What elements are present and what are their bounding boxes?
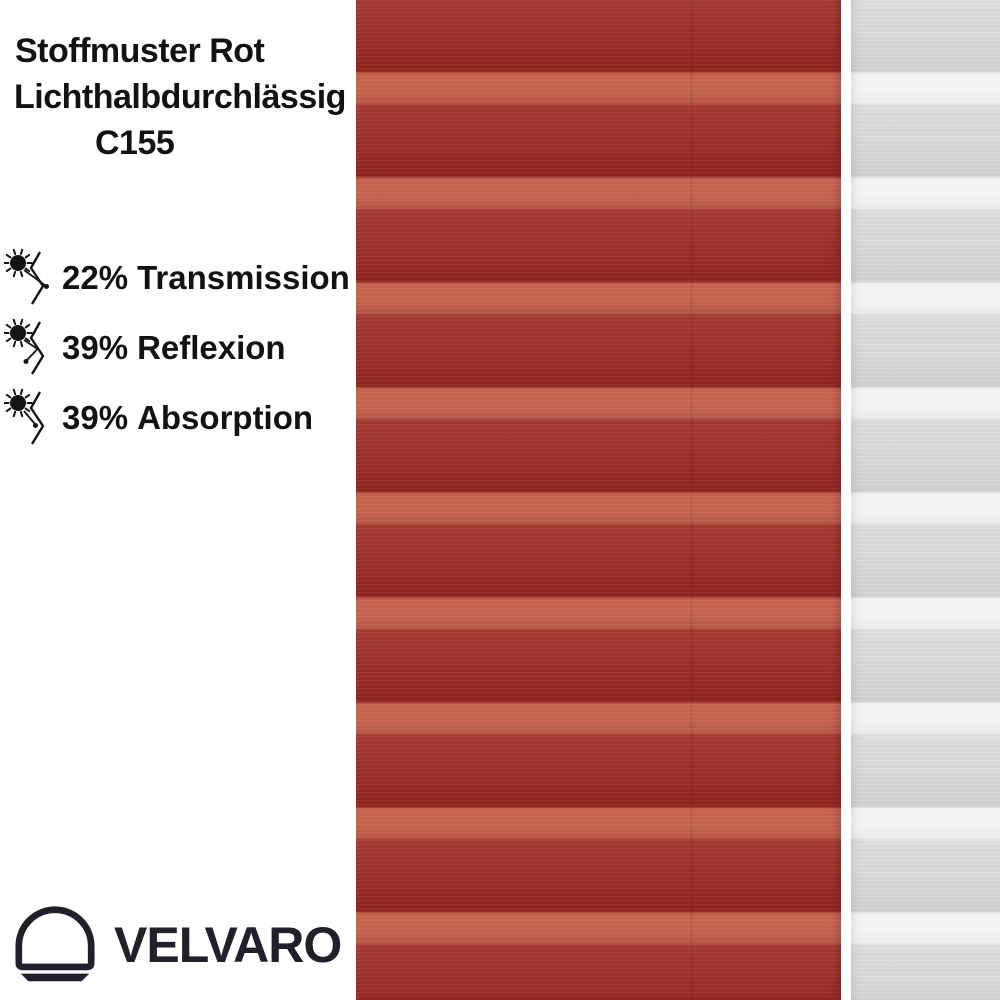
reflexion-label: Reflexion: [137, 329, 286, 366]
spec-row-reflexion: 39% Reflexion: [4, 313, 286, 383]
transmission-label: Transmission: [137, 259, 350, 296]
fabric-swatch-front-red: [356, 0, 841, 1000]
brand-name: VELVARO: [114, 917, 342, 973]
dome-awning-icon: [15, 906, 95, 982]
transmission-value: 22%: [62, 259, 129, 296]
brand-logo: VELVARO: [13, 905, 342, 985]
spec-transmission-text: 22% Transmission: [62, 259, 350, 297]
fabric-swatch-back-white: [851, 0, 1000, 1000]
absorption-value: 39%: [62, 399, 129, 436]
sun-absorption-icon: [4, 388, 45, 445]
product-title: Stoffmuster Rot Lichthalbdurchlässig C15…: [0, 28, 356, 166]
spec-reflexion-text: 39% Reflexion: [62, 329, 286, 367]
info-panel: Stoffmuster Rot Lichthalbdurchlässig C15…: [0, 0, 356, 1000]
absorption-label: Absorption: [137, 399, 314, 436]
spec-row-absorption: 39% Absorption: [4, 383, 313, 453]
title-line-3: C155: [95, 124, 175, 162]
spec-absorption-text: 39% Absorption: [62, 399, 313, 437]
reflexion-value: 39%: [62, 329, 129, 366]
sun-reflexion-icon: [4, 318, 45, 375]
title-line-2: Lichthalbdurchlässig: [14, 78, 346, 116]
spec-row-transmission: 22% Transmission: [4, 243, 350, 313]
sun-transmission-icon: [4, 248, 49, 305]
title-line-1: Stoffmuster Rot: [15, 32, 265, 70]
